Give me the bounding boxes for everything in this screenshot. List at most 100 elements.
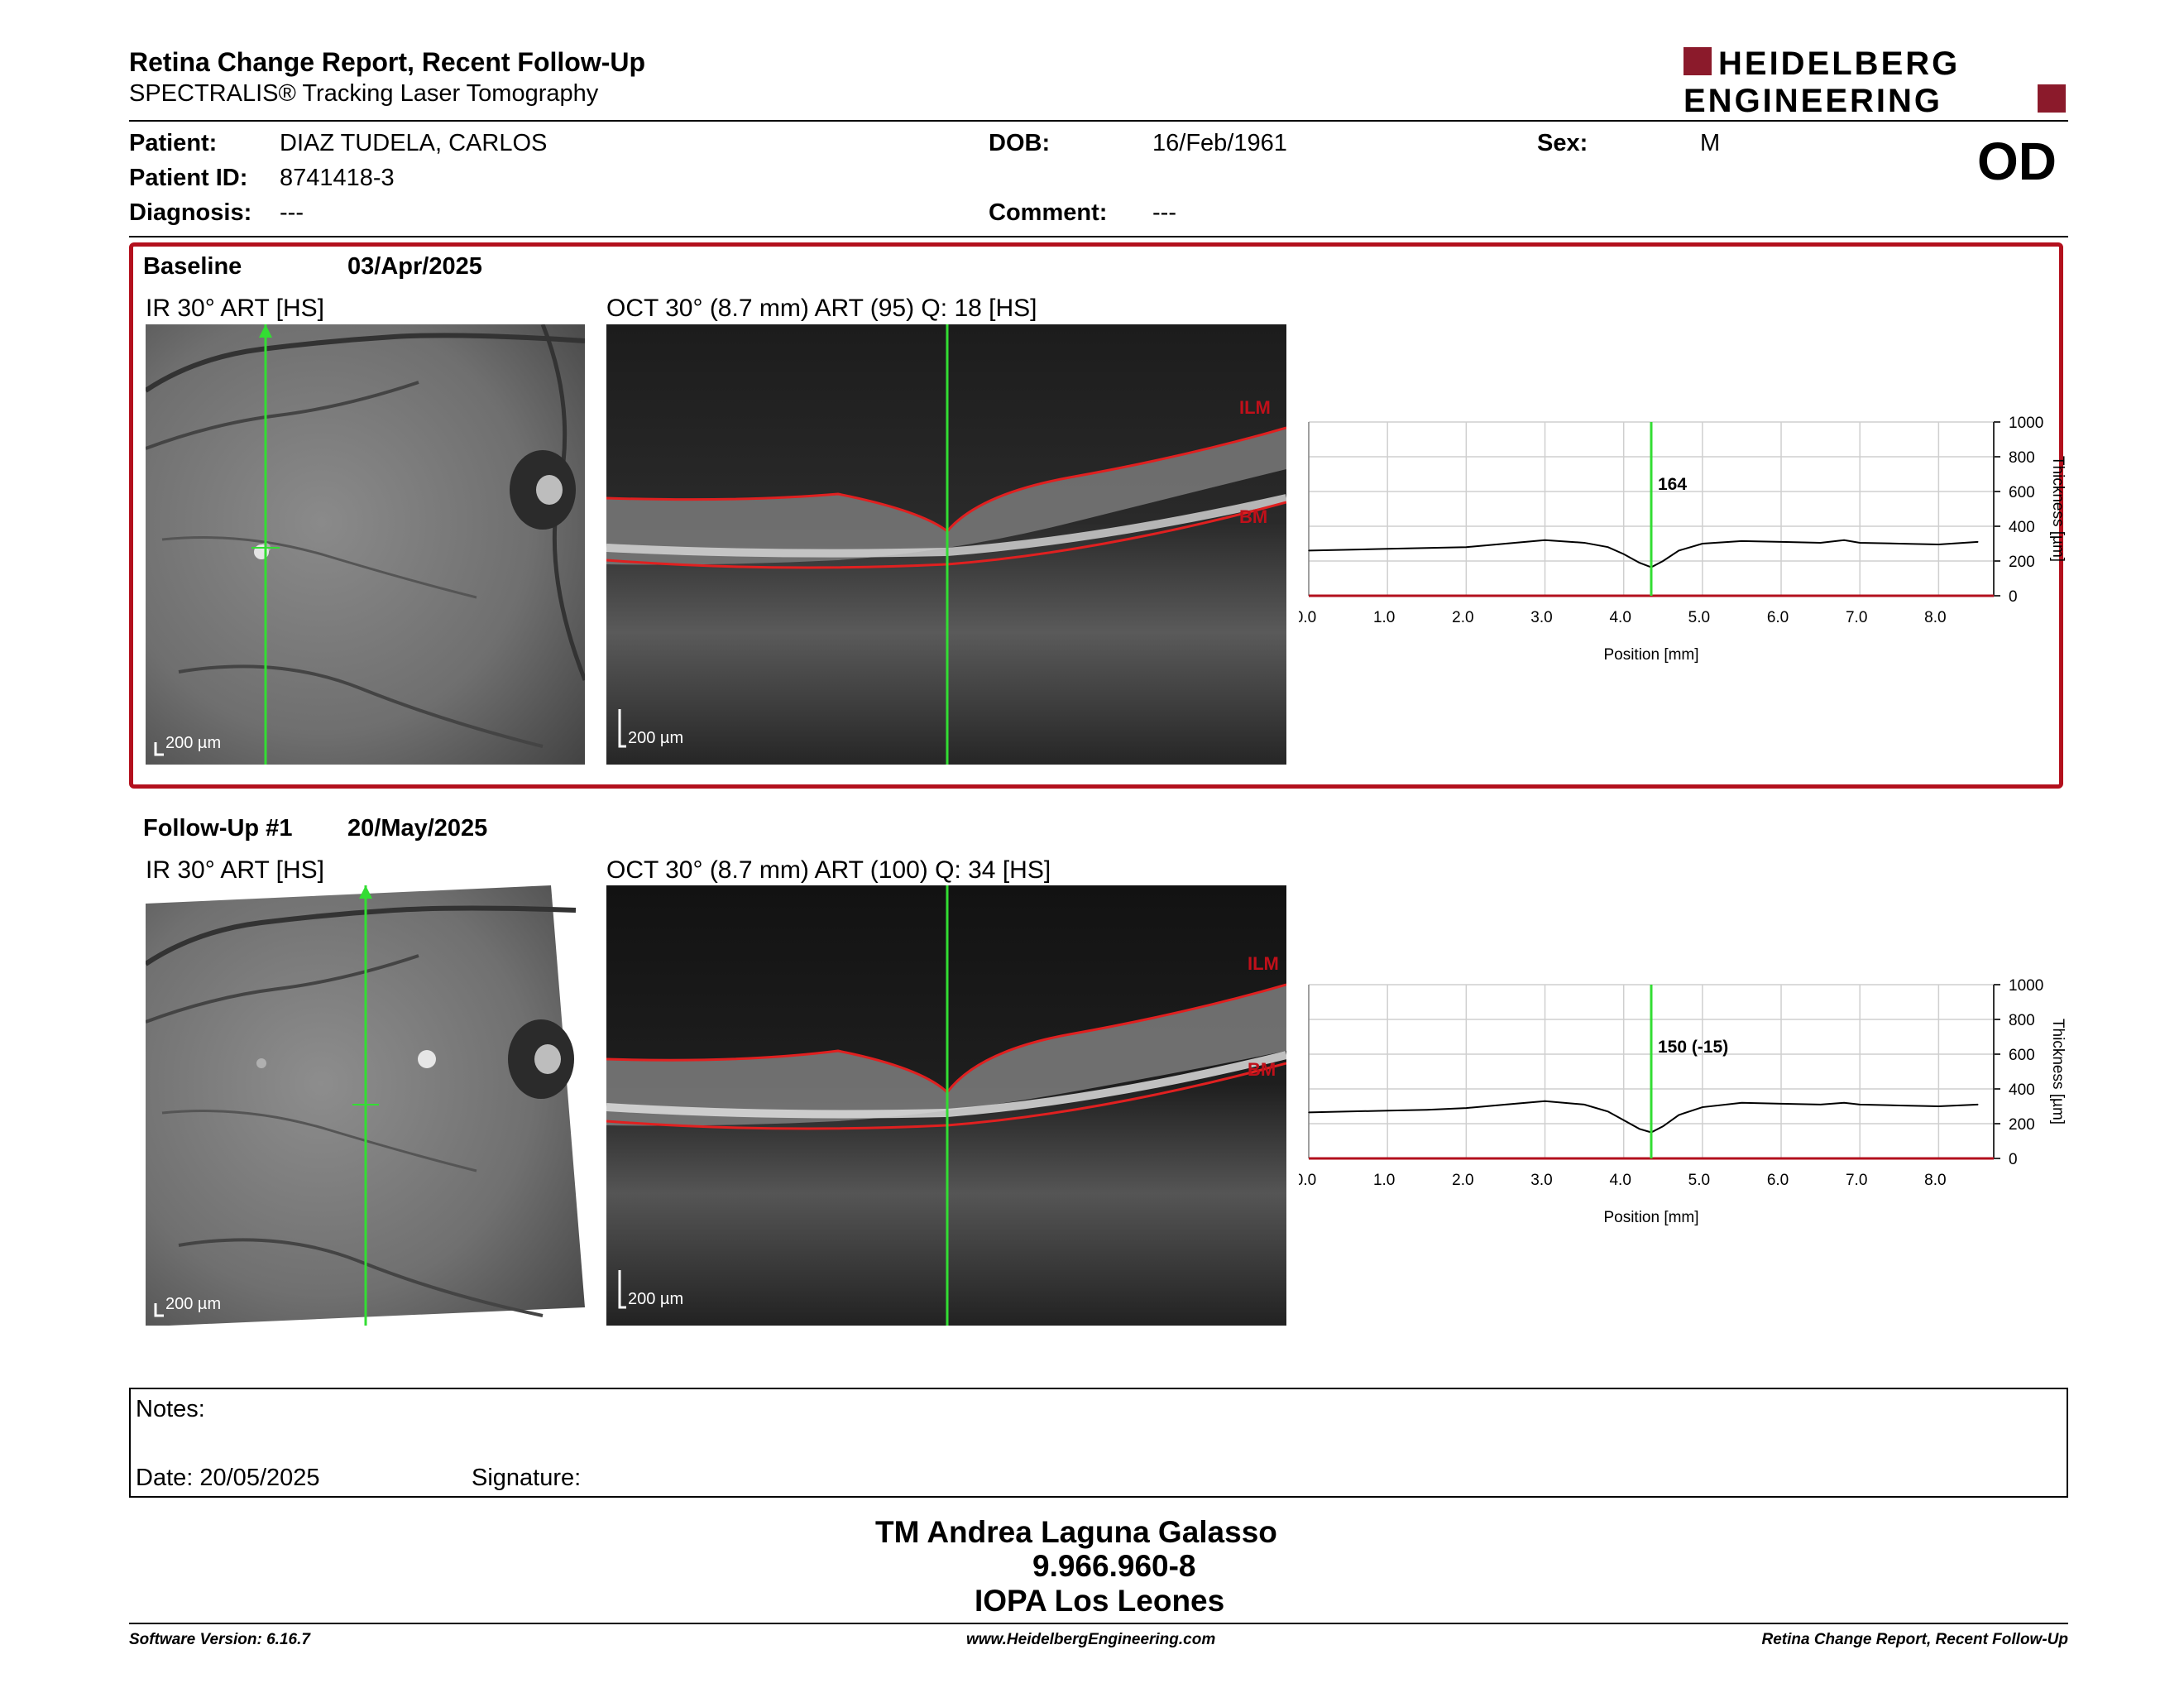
diagnosis-label: Diagnosis: — [129, 199, 252, 226]
y-axis-label: Thickness [µm] — [2049, 1019, 2067, 1125]
baseline-thickness-chart: 0 200 400 600 800 1000 0.0 1.0 2.0 3.0 4.0 5.0 6.0 7.… — [1299, 415, 2067, 664]
thickness-point — [1780, 541, 1782, 543]
baseline-oct-image: ILM BM 200 µm — [606, 324, 1286, 765]
thickness-point — [1583, 1104, 1585, 1105]
followup-label: Follow-Up #1 — [143, 815, 293, 842]
baseline-ir-image: 200 µm — [146, 324, 585, 765]
thickness-line — [1308, 539, 1979, 568]
eye-indicator: OD — [1977, 132, 2057, 191]
x-tick-label: 8.0 — [1924, 609, 1946, 626]
y-tick-label: 200 — [2009, 1116, 2035, 1134]
patient-id-value: 8741418-3 — [280, 165, 395, 191]
thickness-point — [1465, 1107, 1467, 1109]
x-tick-label: 4.0 — [1609, 609, 1631, 626]
thickness-point — [1465, 546, 1467, 548]
footer-report-name: Retina Change Report, Recent Follow-Up — [1761, 1631, 2068, 1648]
followup-oct-scale: 200 µm — [628, 1290, 683, 1308]
thickness-point — [1780, 1103, 1782, 1105]
diagnosis-value: --- — [280, 199, 304, 226]
x-axis-label: Position [mm] — [1603, 646, 1698, 664]
heidelberg-logo: HEIDELBERG ENGINEERING — [1684, 46, 2066, 115]
baseline-oct-label: OCT 30° (8.7 mm) ART (95) Q: 18 [HS] — [606, 295, 1037, 322]
x-tick-label: 0.0 — [1299, 609, 1316, 626]
thickness-point — [1702, 1106, 1703, 1108]
thickness-point — [1308, 1111, 1310, 1113]
followup-oct-image: ILM BM 200 µm — [606, 885, 1286, 1326]
thickness-point — [1820, 542, 1822, 544]
x-tick-label: 7.0 — [1846, 609, 1867, 626]
thickness-point — [1662, 1125, 1664, 1127]
thickness-point — [1505, 543, 1506, 544]
notes-date: Date: 20/05/2025 — [136, 1465, 320, 1491]
followup-bm-label: BM — [1248, 1059, 1276, 1080]
y-tick-label: 0 — [2009, 588, 2018, 606]
x-tick-label: 2.0 — [1452, 609, 1473, 626]
thickness-point — [1820, 1104, 1822, 1105]
followup-date: 20/May/2025 — [347, 815, 488, 842]
signature-label: Signature: — [472, 1465, 582, 1491]
header-rule — [129, 120, 2068, 122]
report-subtitle: SPECTRALIS® Tracking Laser Tomography — [129, 80, 599, 107]
sex-label: Sex: — [1537, 130, 1588, 156]
y-tick-label: 400 — [2009, 1081, 2035, 1099]
x-axis-label: Position [mm] — [1603, 1209, 1698, 1226]
patient-id-label: Patient ID: — [129, 165, 248, 191]
thickness-point — [1662, 560, 1664, 562]
footer-rule — [129, 1623, 2068, 1624]
patient-rule — [129, 236, 2068, 237]
patient-label: Patient: — [129, 130, 218, 156]
baseline-box — [129, 242, 2063, 789]
signature-org: IOPA Los Leones — [975, 1584, 1225, 1618]
x-tick-label: 4.0 — [1609, 1172, 1631, 1189]
comment-label: Comment: — [989, 199, 1108, 226]
logo-line2: ENGINEERING — [1684, 83, 1942, 115]
y-tick-label: 0 — [2009, 1151, 2018, 1168]
comment-value: --- — [1152, 199, 1176, 226]
x-tick-label: 1.0 — [1373, 609, 1395, 626]
thickness-point — [1607, 546, 1609, 548]
x-tick-label: 6.0 — [1767, 609, 1789, 626]
notes-label: Notes: — [136, 1396, 205, 1422]
x-tick-label: 6.0 — [1767, 1172, 1789, 1189]
x-tick-label: 1.0 — [1373, 1172, 1395, 1189]
y-tick-label: 800 — [2009, 1012, 2035, 1029]
x-tick-label: 3.0 — [1530, 609, 1552, 626]
baseline-label: Baseline — [143, 253, 242, 280]
y-tick-label: 600 — [2009, 1047, 2035, 1064]
thickness-line — [1308, 1100, 1979, 1134]
thickness-point — [1859, 542, 1861, 544]
followup-thickness-chart: 0 200 400 600 800 1000 0.0 1.0 2.0 3.0 4.0 5.0 6.0 7.… — [1299, 977, 2067, 1226]
notes-box — [129, 1388, 2068, 1498]
baseline-ilm-label: ILM — [1239, 397, 1271, 418]
x-tick-label: 7.0 — [1846, 1172, 1867, 1189]
thickness-point — [1583, 542, 1585, 544]
dob-value: 16/Feb/1961 — [1152, 130, 1287, 156]
footer-software-version: Software Version: 6.16.7 — [129, 1631, 310, 1648]
thickness-point — [1426, 547, 1428, 549]
thickness-point — [1741, 1102, 1743, 1104]
x-tick-label: 8.0 — [1924, 1172, 1946, 1189]
logo-line1: HEIDELBERG — [1718, 46, 1960, 82]
thickness-point — [1387, 1110, 1388, 1111]
thickness-point — [1977, 541, 1979, 543]
x-tick-label: 0.0 — [1299, 1172, 1316, 1189]
y-axis-label: Thickness [µm] — [2049, 456, 2067, 562]
thickness-point — [1308, 549, 1310, 551]
thickness-point — [1859, 1104, 1861, 1105]
y-tick-label: 1000 — [2009, 977, 2043, 995]
marker-value-label: 164 — [1658, 475, 1687, 494]
baseline-date: 03/Apr/2025 — [347, 253, 482, 280]
report-title: Retina Change Report, Recent Follow-Up — [129, 47, 646, 77]
thickness-point — [1843, 539, 1845, 541]
followup-oct-label: OCT 30° (8.7 mm) ART (100) Q: 34 [HS] — [606, 856, 1051, 884]
signature-name: TM Andrea Laguna Galasso — [875, 1515, 1277, 1549]
marker-value-label: 150 (-15) — [1658, 1038, 1728, 1057]
thickness-point — [1977, 1104, 1979, 1105]
thickness-point — [1702, 543, 1703, 544]
y-tick-label: 1000 — [2009, 415, 2043, 432]
x-tick-label: 2.0 — [1452, 1172, 1473, 1189]
thickness-point — [1741, 540, 1743, 542]
baseline-ir-label: IR 30° ART [HS] — [146, 295, 324, 322]
y-tick-label: 600 — [2009, 484, 2035, 501]
footer-website[interactable]: www.HeidelbergEngineering.com — [966, 1631, 1216, 1648]
